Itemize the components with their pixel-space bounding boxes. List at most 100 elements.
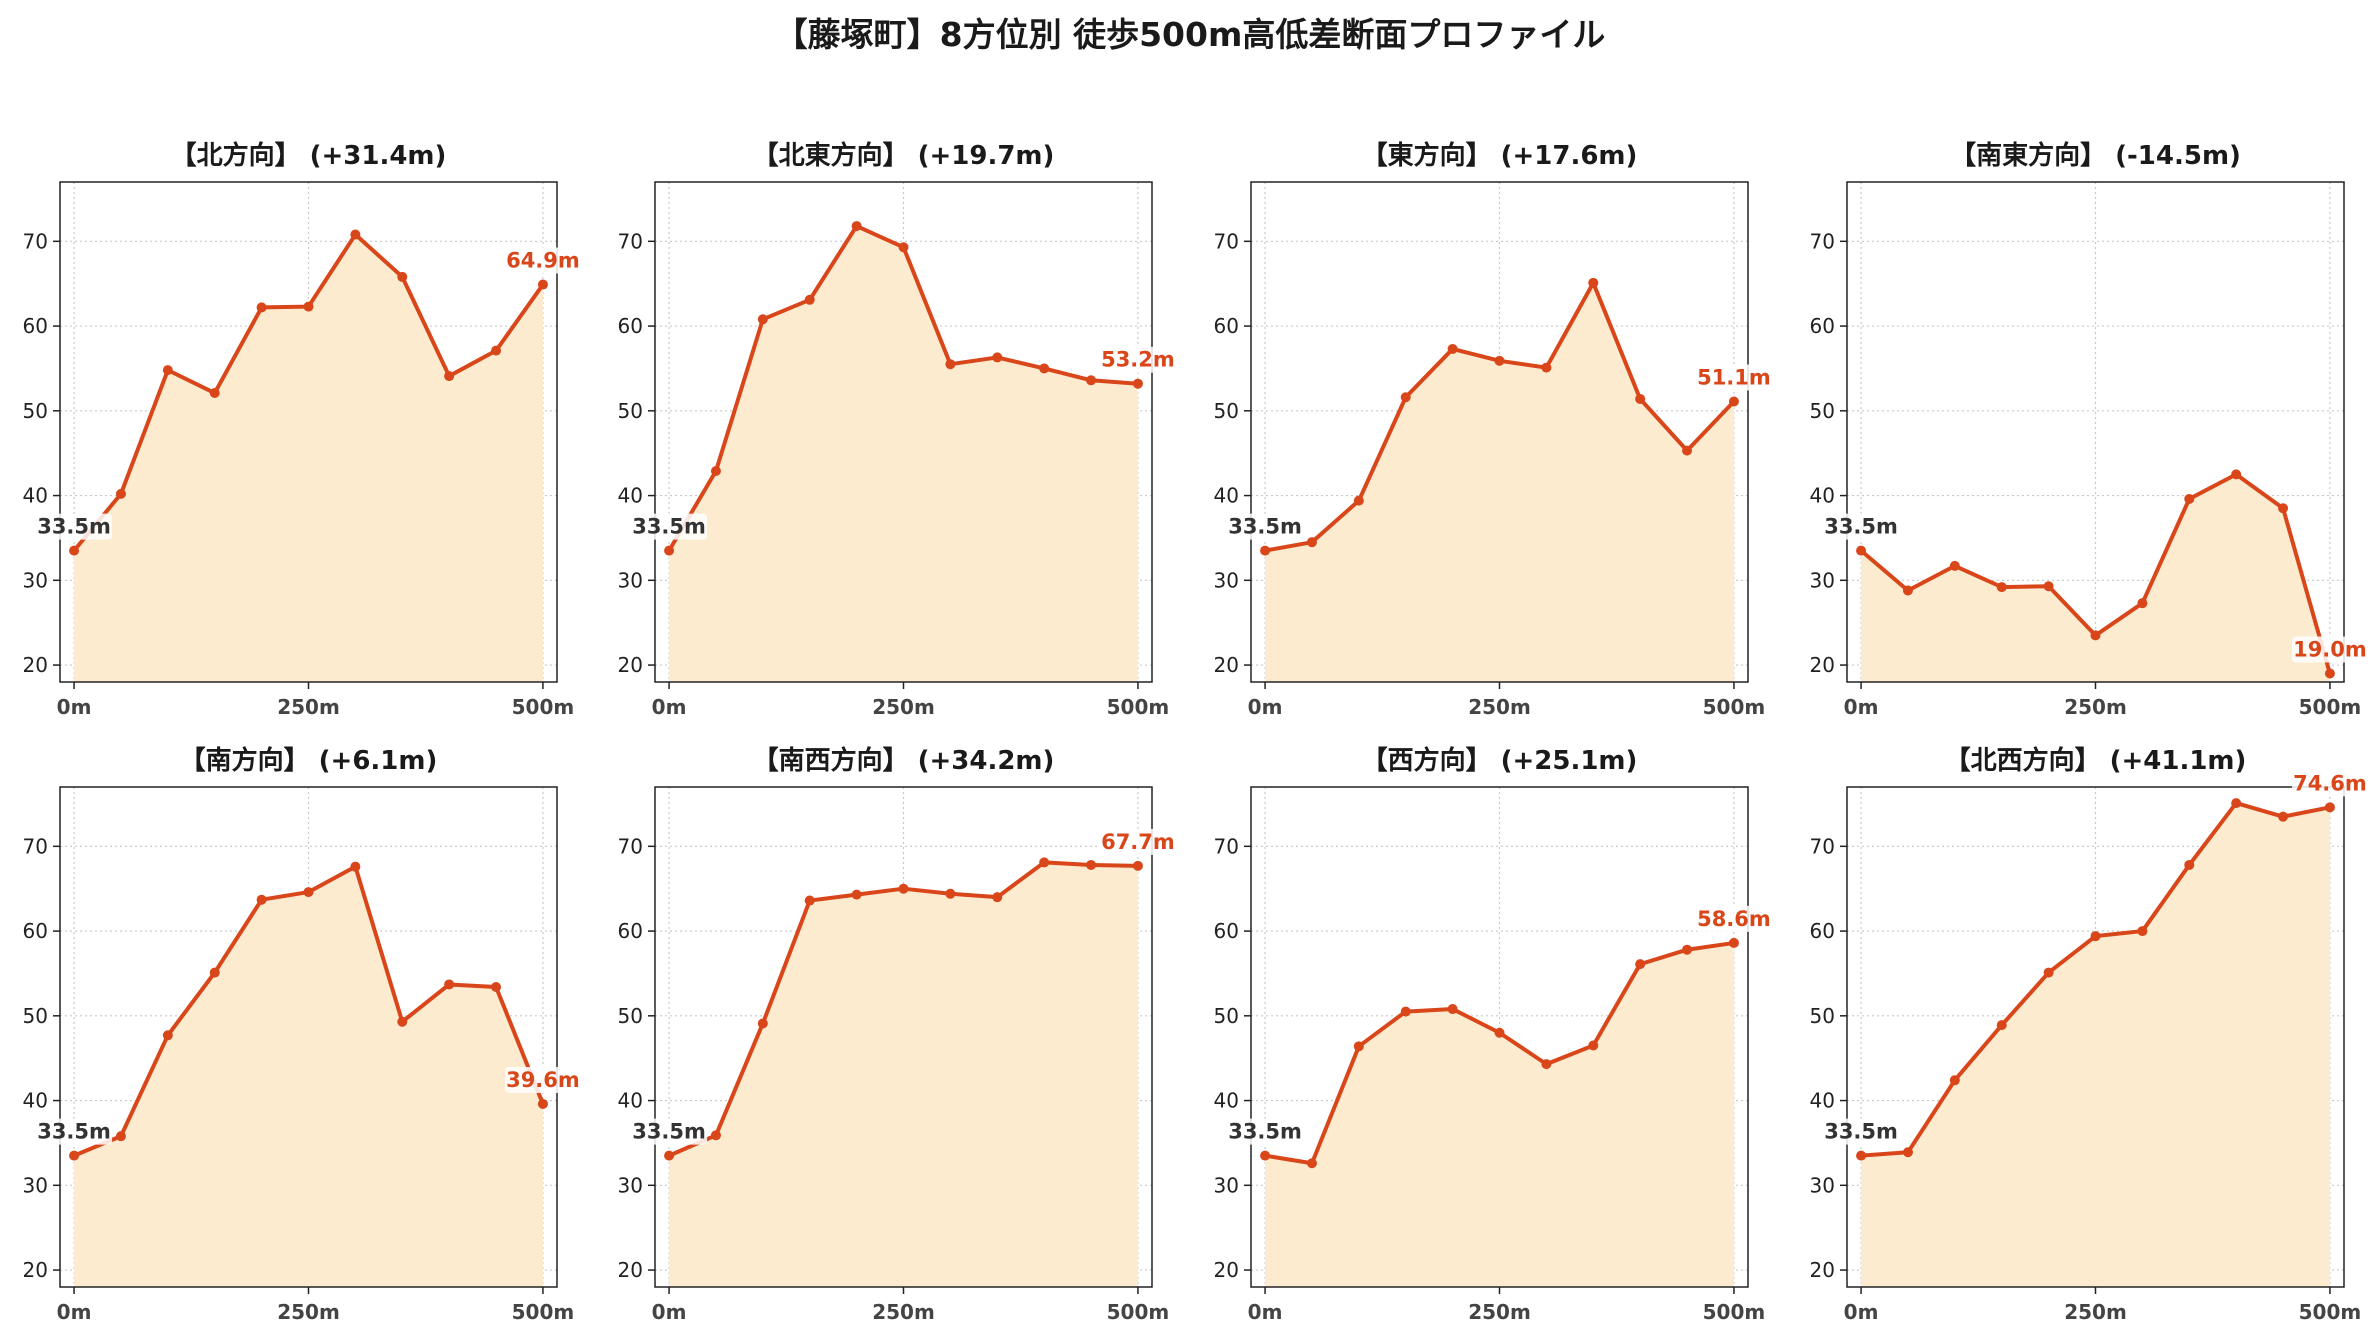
y-tick-label: 30 bbox=[618, 1173, 643, 1197]
data-point bbox=[1902, 585, 1913, 596]
data-point bbox=[1996, 1020, 2007, 1031]
start-label-box bbox=[1227, 1118, 1304, 1145]
subplot-8: 【北西方向】 (+41.1m) 20 30 40 50 60 70 0m 250m 500m 33.… bbox=[1810, 745, 2368, 1324]
data-point bbox=[209, 967, 220, 978]
y-tick-label: 50 bbox=[1214, 399, 1239, 423]
data-point bbox=[2043, 581, 2054, 592]
x-tick-label: 250m bbox=[1468, 695, 1531, 719]
data-point bbox=[710, 465, 721, 476]
data-point bbox=[1588, 1040, 1599, 1051]
data-point bbox=[710, 1130, 721, 1141]
data-point bbox=[537, 279, 548, 290]
x-tick-label: 500m bbox=[512, 695, 575, 719]
data-point bbox=[1039, 363, 1050, 374]
start-label: 33.5m bbox=[1228, 1120, 1302, 1144]
subplot-title: 【北東方向】 (+19.7m) bbox=[753, 140, 1055, 171]
y-tick-label: 20 bbox=[1214, 1258, 1239, 1282]
data-point bbox=[1447, 1004, 1458, 1015]
start-label: 33.5m bbox=[632, 515, 706, 539]
end-label-box bbox=[1099, 346, 1176, 373]
data-point bbox=[2324, 668, 2335, 679]
data-point bbox=[69, 1150, 80, 1161]
y-tick-label: 50 bbox=[1214, 1004, 1239, 1028]
data-point bbox=[2043, 967, 2054, 978]
subplot-title: 【西方向】 (+25.1m) bbox=[1362, 745, 1638, 776]
subplot-title: 【南西方向】 (+34.2m) bbox=[753, 745, 1055, 776]
x-tick-label: 500m bbox=[1107, 695, 1170, 719]
data-point bbox=[1949, 560, 1960, 571]
data-point bbox=[757, 1018, 768, 1029]
data-point bbox=[945, 359, 956, 370]
end-label: 74.6m bbox=[2293, 771, 2367, 795]
data-point bbox=[1902, 1147, 1913, 1158]
data-point bbox=[397, 271, 408, 282]
y-tick-label: 40 bbox=[1810, 1089, 1835, 1113]
data-point bbox=[804, 294, 815, 305]
x-tick-label: 0m bbox=[1248, 1300, 1283, 1324]
data-point bbox=[1086, 375, 1097, 386]
y-tick-label: 40 bbox=[23, 484, 48, 508]
subplot-title: 【東方向】 (+17.6m) bbox=[1362, 140, 1638, 171]
data-point bbox=[444, 979, 455, 990]
data-point bbox=[757, 314, 768, 325]
data-point bbox=[1682, 944, 1693, 955]
x-tick-label: 0m bbox=[57, 695, 92, 719]
y-tick-label: 50 bbox=[618, 1004, 643, 1028]
x-tick-label: 250m bbox=[2064, 1300, 2127, 1324]
end-label: 67.7m bbox=[1101, 830, 1175, 854]
y-tick-label: 70 bbox=[618, 834, 643, 858]
y-tick-label: 20 bbox=[1810, 653, 1835, 677]
x-tick-label: 0m bbox=[57, 1300, 92, 1324]
subplot-1: 【北方向】 (+31.4m) 20 30 40 50 60 70 0m 250m 500m 33.5… bbox=[23, 140, 581, 719]
x-tick-label: 250m bbox=[872, 695, 935, 719]
x-tick-label: 0m bbox=[652, 695, 687, 719]
y-tick-label: 60 bbox=[618, 919, 643, 943]
elevation-area bbox=[74, 234, 543, 683]
data-point bbox=[350, 861, 361, 872]
data-point bbox=[162, 365, 173, 376]
subplot-title: 【南東方向】 (-14.5m) bbox=[1950, 140, 2241, 171]
y-tick-label: 50 bbox=[23, 1004, 48, 1028]
elevation-area bbox=[74, 866, 543, 1287]
x-tick-label: 500m bbox=[1703, 695, 1766, 719]
y-tick-label: 60 bbox=[618, 314, 643, 338]
y-tick-label: 50 bbox=[23, 399, 48, 423]
data-point bbox=[162, 1030, 173, 1041]
end-label-box bbox=[1099, 828, 1176, 855]
data-point bbox=[898, 883, 909, 894]
start-label-box bbox=[1823, 513, 1900, 540]
y-tick-label: 20 bbox=[618, 653, 643, 677]
end-label-box bbox=[1695, 905, 1772, 932]
subplot-4: 【南東方向】 (-14.5m) 20 30 40 50 60 70 0m 250m 500m 33.… bbox=[1810, 140, 2368, 719]
elevation-area bbox=[1265, 942, 1734, 1287]
end-label-box bbox=[2291, 636, 2368, 663]
data-point bbox=[1949, 1075, 1960, 1086]
data-point bbox=[491, 345, 502, 356]
data-point bbox=[303, 301, 314, 312]
end-label: 39.6m bbox=[506, 1068, 580, 1092]
end-label: 53.2m bbox=[1101, 348, 1175, 372]
y-tick-label: 30 bbox=[1810, 568, 1835, 592]
data-point bbox=[1996, 582, 2007, 593]
y-tick-label: 70 bbox=[1214, 834, 1239, 858]
y-tick-label: 70 bbox=[1214, 229, 1239, 253]
elevation-area bbox=[1265, 282, 1734, 682]
data-point bbox=[1856, 1150, 1867, 1161]
data-point bbox=[1353, 495, 1364, 506]
data-point bbox=[2278, 503, 2289, 514]
data-point bbox=[115, 1131, 126, 1142]
data-point bbox=[2184, 493, 2195, 504]
elevation-area bbox=[1861, 803, 2330, 1287]
start-label: 33.5m bbox=[1228, 515, 1302, 539]
end-label: 19.0m bbox=[2293, 638, 2367, 662]
end-label-box bbox=[2291, 770, 2368, 797]
data-point bbox=[1400, 1006, 1411, 1017]
subplot-title: 【北方向】 (+31.4m) bbox=[171, 140, 447, 171]
x-tick-label: 0m bbox=[1844, 695, 1879, 719]
y-tick-label: 70 bbox=[618, 229, 643, 253]
data-point bbox=[256, 302, 267, 313]
y-tick-label: 60 bbox=[1214, 314, 1239, 338]
y-tick-label: 60 bbox=[23, 919, 48, 943]
data-point bbox=[1682, 445, 1693, 456]
x-tick-label: 250m bbox=[277, 1300, 340, 1324]
